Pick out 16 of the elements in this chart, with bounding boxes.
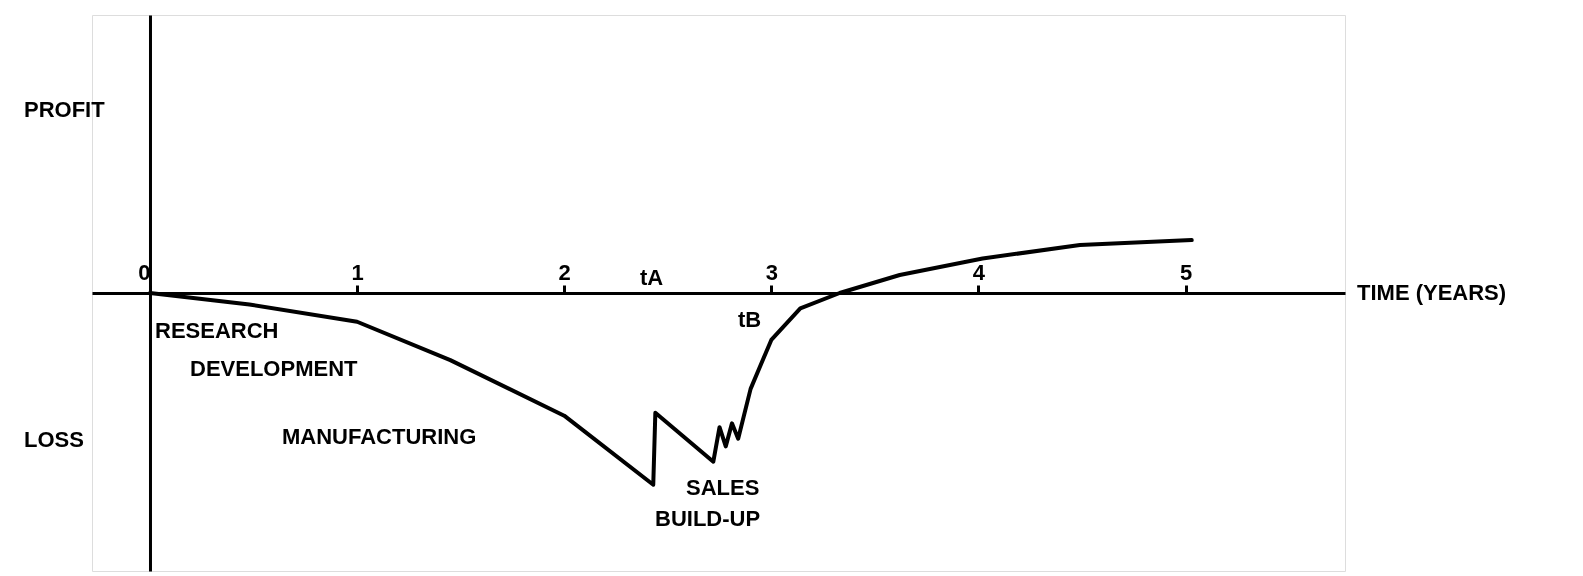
text: BUILD-UP: [655, 506, 761, 531]
x-tick-label: 2: [558, 259, 571, 285]
annotation: tB: [738, 307, 762, 332]
x-tick-label: 1: [351, 259, 364, 285]
annotation: MANUFACTURING: [282, 424, 477, 449]
x-tick-label: 0: [138, 259, 151, 285]
x-tick-label: 5: [1179, 259, 1193, 285]
annotation: tA: [640, 265, 664, 290]
text: LOSS: [24, 427, 84, 452]
annotation: DEVELOPMENT: [190, 356, 359, 381]
x-tick-label: 4: [972, 259, 986, 285]
annotation: RESEARCH: [155, 318, 279, 343]
x-axis-title: TIME (YEARS): [1357, 280, 1507, 305]
x-tick-label: 3: [765, 259, 778, 285]
annotation: SALES: [686, 475, 760, 500]
text: PROFIT: [24, 97, 106, 122]
